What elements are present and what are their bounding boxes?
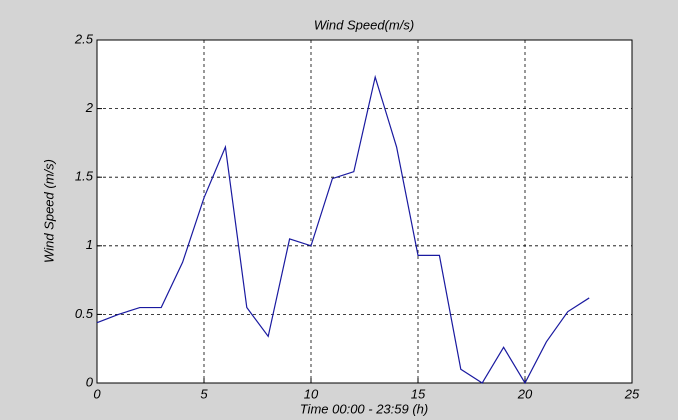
y-tick-label: 1.5 (75, 169, 94, 184)
data-line (96, 74, 590, 385)
y-tick-label: 0.5 (75, 306, 94, 321)
x-tick-label: 25 (624, 386, 640, 401)
x-tick-label: 20 (517, 386, 533, 401)
y-axis-label: Wind Speed (m/s) (41, 159, 56, 263)
x-axis-label: Time 00:00 - 23:59 (h) (300, 401, 429, 416)
x-tick-label: 5 (200, 386, 208, 401)
y-tick-label: 1 (86, 237, 93, 252)
y-tick-label: 0 (86, 374, 94, 389)
x-tick-label: 15 (411, 386, 426, 401)
chart-title: Wind Speed(m/s) (314, 17, 414, 32)
plot-frame (96, 39, 633, 384)
x-tick-label: 10 (304, 386, 319, 401)
y-tick-label: 2.5 (74, 31, 94, 46)
plot-area (97, 40, 632, 383)
y-tick-label: 2 (85, 100, 94, 115)
x-tick-label: 0 (93, 386, 101, 401)
